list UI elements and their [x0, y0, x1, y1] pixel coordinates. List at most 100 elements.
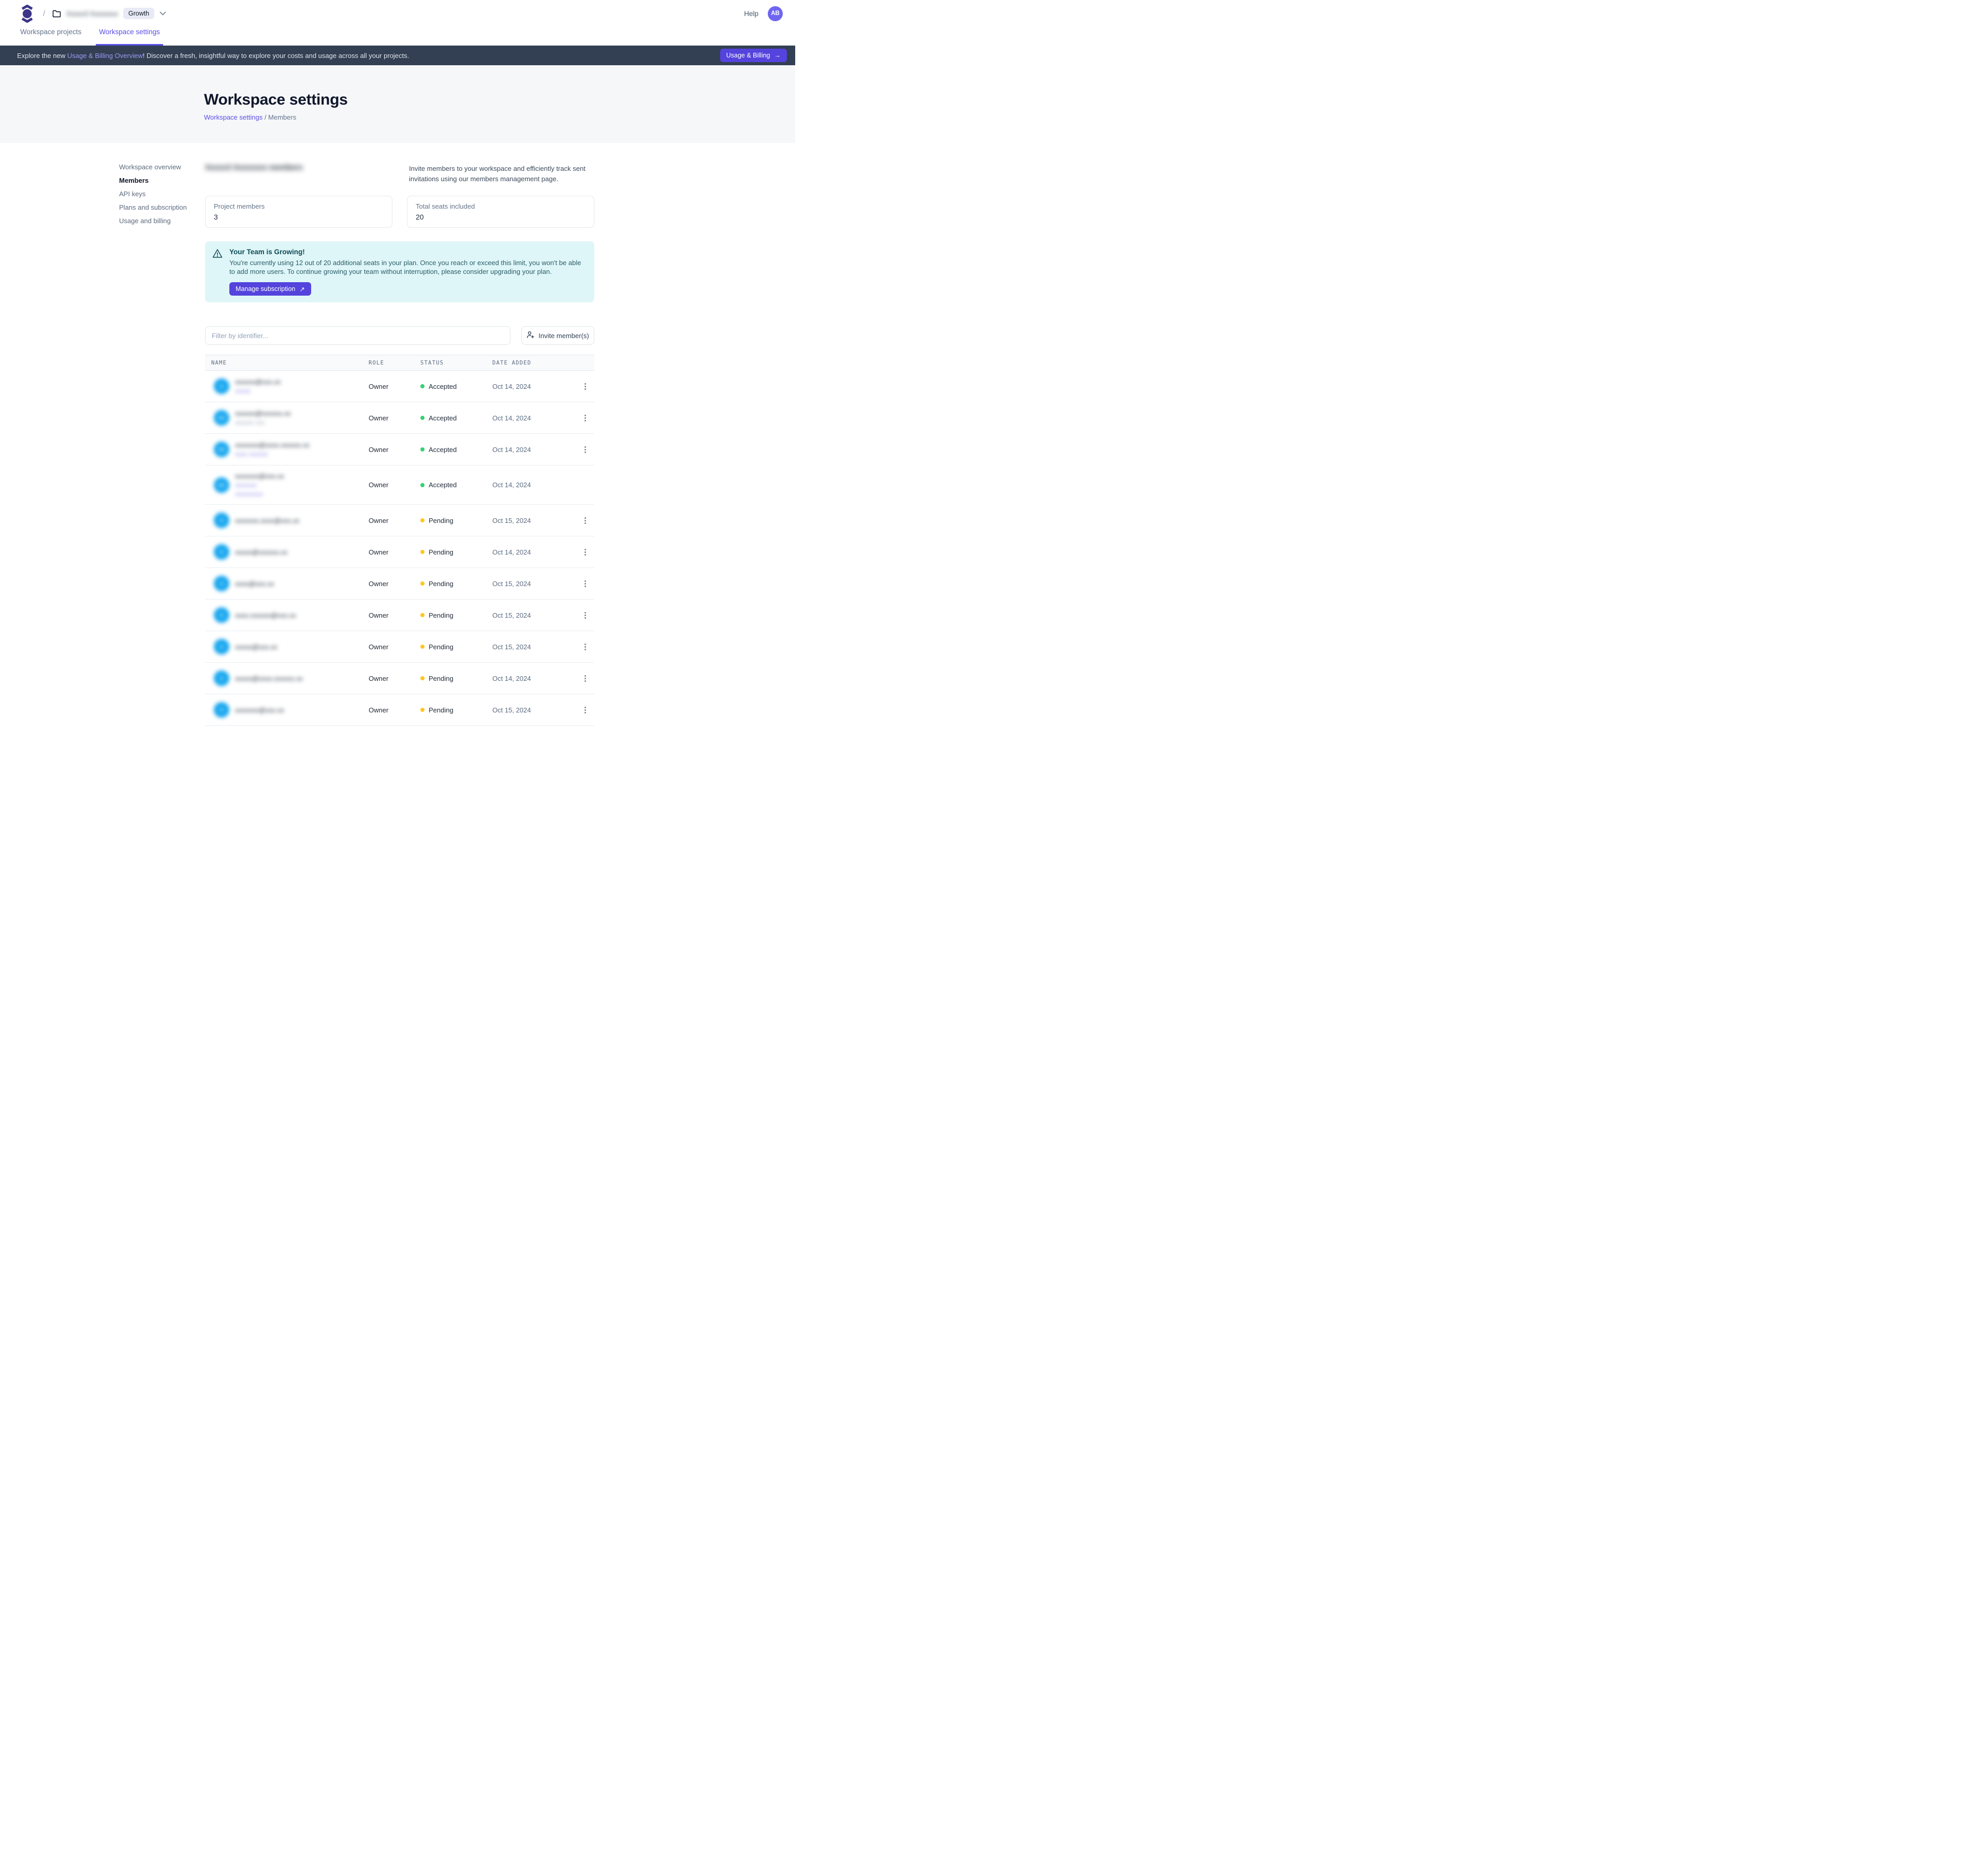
member-name-cell: xx xxxxxxx@xxx.xx xxxxxxx xxxxxxxxx — [205, 468, 362, 503]
member-role: Owner — [369, 611, 389, 619]
filter-input[interactable] — [205, 326, 510, 345]
member-status: Pending — [414, 643, 486, 651]
arrow-up-right-icon: ↗ — [299, 285, 305, 293]
kebab-menu-icon[interactable] — [576, 414, 594, 421]
member-avatar: x — [214, 639, 229, 655]
member-date-added: Oct 14, 2024 — [492, 445, 531, 454]
manage-subscription-button[interactable]: Manage subscription ↗ — [229, 282, 311, 296]
member-avatar: x — [214, 513, 229, 529]
sidebar-item-api-keys[interactable]: API keys — [119, 190, 146, 198]
table-row: x xxxxx@xxxxxx.xx Owner Pending Oct 14, … — [205, 536, 594, 568]
member-name-cell: x xxxxx@xxx.xx — [205, 634, 362, 660]
usage-billing-overview-link[interactable]: Usage & Billing Overview — [67, 51, 143, 60]
member-status: Pending — [414, 706, 486, 714]
sidebar-item-members[interactable]: Members — [119, 177, 149, 184]
member-role: Owner — [369, 674, 389, 682]
status-dot-icon — [420, 483, 425, 487]
redacted-identity: x xxxx@xxx.xx — [211, 571, 284, 596]
redacted-identity: xx xxxxxxx@xxx.xx xxxxxxx xxxxxxxxx — [211, 468, 294, 503]
status-dot-icon — [420, 613, 425, 618]
member-name-cell: x xxxxx@xxxxxx.xx — [205, 540, 362, 565]
kebab-menu-icon[interactable] — [576, 580, 594, 587]
status-dot-icon — [420, 447, 425, 452]
kebab-menu-icon[interactable] — [576, 517, 594, 524]
member-avatar: x — [214, 670, 229, 687]
stat-label: Total seats included — [416, 202, 475, 211]
table-row: x xxxxxxx.xxxx@xxx.xx Owner Pending Oct … — [205, 505, 594, 537]
stat-value: 20 — [416, 213, 424, 222]
table-row: xx xxxxxx@xxxxxx.xx xxxxxx xxx Owner Acc… — [205, 402, 594, 434]
member-avatar: xx — [214, 410, 229, 426]
usage-billing-banner: Explore the new Usage & Billing Overview… — [0, 46, 795, 65]
member-date-added: Oct 15, 2024 — [492, 611, 531, 619]
status-dot-icon — [420, 518, 425, 523]
member-email: xxxxxxx.xxxx@xxx.xx — [235, 516, 300, 524]
member-status: Accepted — [414, 446, 486, 454]
kebab-menu-icon[interactable] — [576, 675, 594, 682]
member-email: xxxxxxx@xxx.xx — [235, 472, 284, 480]
member-role: Owner — [369, 414, 389, 422]
status-dot-icon — [420, 384, 425, 389]
status-label: Pending — [429, 611, 454, 619]
tab-workspace-projects[interactable]: Workspace projects — [20, 28, 82, 36]
sidebar-item-workspace-overview[interactable]: Workspace overview — [119, 163, 181, 171]
user-avatar[interactable]: AB — [768, 6, 783, 21]
stat-value: 3 — [214, 213, 218, 222]
redacted-identity: xx xxxxxxx@xxxx.xxxxxx.xx xxxx xxxxxx — [211, 436, 319, 463]
plan-badge: Growth — [123, 8, 155, 19]
status-label: Pending — [429, 643, 454, 651]
member-date-added: Oct 15, 2024 — [492, 516, 531, 524]
member-name-cell: x xxxxxx@xxx.xx xxxxx — [205, 373, 362, 400]
redacted-identity: x xxxxxxx@xxx.xx — [211, 697, 294, 723]
member-date-added: Oct 15, 2024 — [492, 706, 531, 714]
status-dot-icon — [420, 708, 425, 712]
alert-title: Your Team is Growing! — [229, 248, 305, 256]
app-logo-icon[interactable] — [21, 4, 34, 23]
table-row: x xxxxx@xxx.xx Owner Pending Oct 15, 202… — [205, 631, 594, 663]
status-label: Pending — [429, 706, 454, 714]
kebab-menu-icon[interactable] — [576, 548, 594, 556]
redacted-identity: x xxxxxxx.xxxx@xxx.xx — [211, 508, 309, 533]
page-hero: Workspace settings Workspace settings / … — [0, 65, 795, 143]
member-email: xxxxxxx@xxx.xx — [235, 706, 284, 714]
member-role: Owner — [369, 481, 389, 489]
member-date-added: Oct 14, 2024 — [492, 382, 531, 390]
member-avatar: x — [214, 378, 229, 395]
breadcrumb-workspace-settings-link[interactable]: Workspace settings — [204, 113, 263, 121]
kebab-menu-icon[interactable] — [576, 706, 594, 713]
member-role: Owner — [369, 706, 389, 714]
member-name-cell: xx xxxxxx@xxxxxx.xx xxxxxx xxx — [205, 405, 362, 431]
member-status: Pending — [414, 675, 486, 682]
chevron-down-icon[interactable] — [159, 11, 166, 16]
status-dot-icon — [420, 645, 425, 649]
stat-label: Project members — [214, 202, 265, 211]
warning-triangle-icon — [212, 248, 223, 296]
member-role: Owner — [369, 548, 389, 556]
alert-body: You're currently using 12 out of 20 addi… — [229, 259, 581, 276]
sidebar-item-usage-billing[interactable]: Usage and billing — [119, 217, 171, 225]
workspace-name[interactable]: Xxxxx3 Xxxxxxxx — [66, 9, 118, 18]
sidebar-item-plans-subscription[interactable]: Plans and subscription — [119, 203, 187, 211]
member-name-cell: x xxxx@xxx.xx — [205, 571, 362, 596]
member-name-cell: xx xxxxxxx@xxxx.xxxxxx.xx xxxx xxxxxx — [205, 436, 362, 463]
kebab-menu-icon[interactable] — [576, 643, 594, 650]
member-status: Accepted — [414, 383, 486, 390]
kebab-menu-icon[interactable] — [576, 383, 594, 390]
status-label: Accepted — [429, 414, 457, 422]
member-avatar: x — [214, 544, 229, 560]
kebab-menu-icon[interactable] — [576, 446, 594, 453]
page-title: Workspace settings — [204, 91, 348, 108]
stat-card-total-seats: Total seats included 20 — [407, 196, 594, 228]
member-role: Owner — [369, 445, 389, 454]
column-role: ROLE — [369, 359, 385, 366]
kebab-menu-icon[interactable] — [576, 611, 594, 619]
usage-billing-button[interactable]: Usage & Billing → — [720, 49, 787, 62]
column-status: STATUS — [420, 359, 444, 366]
status-dot-icon — [420, 581, 425, 586]
tab-workspace-settings[interactable]: Workspace settings — [96, 27, 163, 46]
member-secondary-name: xxxx xxxxxx — [235, 450, 268, 458]
help-link[interactable]: Help — [744, 9, 758, 18]
invite-members-button[interactable]: Invite member(s) — [521, 326, 594, 345]
member-role: Owner — [369, 643, 389, 651]
member-role: Owner — [369, 382, 389, 390]
